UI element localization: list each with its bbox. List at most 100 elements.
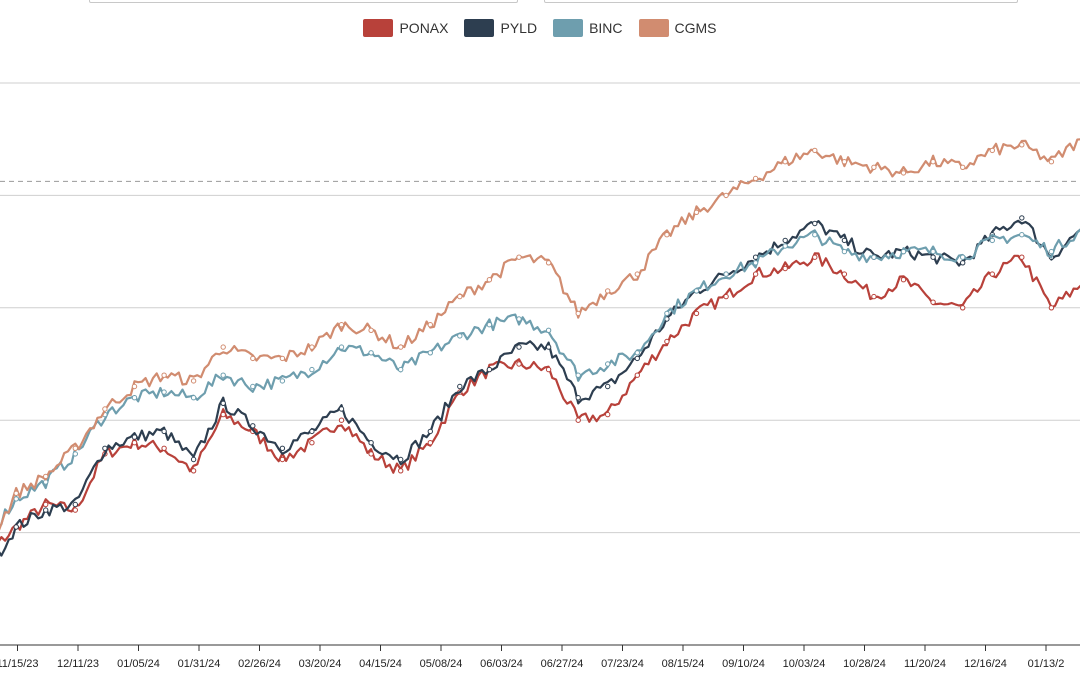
data-point-cgms xyxy=(752,175,759,182)
data-point-binc xyxy=(309,366,315,373)
x-tick-label: 10/28/24 xyxy=(843,658,886,670)
data-point-binc xyxy=(812,232,818,238)
x-tick-label: 06/27/24 xyxy=(541,658,584,670)
data-point-ponax xyxy=(368,451,374,457)
data-point-ponax xyxy=(900,277,907,283)
data-point-pyld xyxy=(605,383,611,390)
data-point-ponax xyxy=(427,440,433,446)
legend-swatch-pyld xyxy=(464,19,495,37)
data-point-binc xyxy=(131,395,138,401)
data-point-ponax xyxy=(605,411,611,418)
data-point-pyld xyxy=(545,344,552,350)
data-point-cgms xyxy=(190,378,197,384)
legend-item-ponax[interactable]: PONAX xyxy=(363,19,448,37)
data-point-ponax xyxy=(43,501,49,508)
data-point-pyld xyxy=(516,344,522,350)
data-point-binc xyxy=(13,496,19,502)
data-point-cgms xyxy=(161,372,167,378)
data-point-ponax xyxy=(338,417,345,423)
data-point-pyld xyxy=(782,237,788,244)
legend-swatch-ponax xyxy=(363,19,394,37)
data-point-ponax xyxy=(960,305,966,311)
data-point-cgms xyxy=(338,322,345,328)
data-point-cgms xyxy=(1048,159,1055,165)
data-point-cgms xyxy=(871,164,877,171)
data-point-pyld xyxy=(43,507,49,513)
data-point-ponax xyxy=(1048,305,1055,311)
legend-label-ponax: PONAX xyxy=(399,20,449,36)
data-point-pyld xyxy=(161,428,167,435)
data-point-ponax xyxy=(1019,254,1025,260)
data-point-cgms xyxy=(279,355,286,362)
data-point-cgms xyxy=(693,209,700,216)
data-point-ponax xyxy=(693,310,700,317)
x-tick-label: 05/08/24 xyxy=(420,658,463,670)
data-point-cgms xyxy=(1019,142,1025,148)
chart-legend: PONAX PYLD BINC CGMS xyxy=(0,19,1080,37)
data-point-cgms xyxy=(486,277,493,283)
data-point-pyld xyxy=(102,445,108,451)
data-point-cgms xyxy=(782,159,788,165)
data-point-pyld xyxy=(72,501,79,508)
data-point-ponax xyxy=(930,299,936,305)
data-point-cgms xyxy=(960,164,966,171)
data-point-cgms xyxy=(545,260,552,266)
data-point-cgms xyxy=(13,490,19,496)
data-point-pyld xyxy=(398,456,404,463)
legend-item-binc[interactable]: BINC xyxy=(553,19,623,37)
legend-label-binc: BINC xyxy=(589,20,623,36)
data-point-ponax xyxy=(664,338,670,345)
data-point-binc xyxy=(752,260,759,266)
data-point-pyld xyxy=(13,524,19,530)
data-point-cgms xyxy=(427,322,433,328)
data-point-ponax xyxy=(72,507,79,513)
data-point-cgms xyxy=(398,344,404,350)
data-point-ponax xyxy=(989,271,995,277)
data-point-ponax xyxy=(190,468,197,474)
x-tick-label: 11/20/24 xyxy=(904,658,946,670)
data-point-ponax xyxy=(752,271,759,277)
x-tick-label: 04/15/24 xyxy=(359,658,402,670)
data-point-pyld xyxy=(427,428,433,435)
data-point-pyld xyxy=(368,440,374,446)
data-point-pyld xyxy=(220,400,226,406)
data-point-cgms xyxy=(457,293,463,300)
data-point-cgms xyxy=(930,159,936,165)
data-point-cgms xyxy=(634,271,640,277)
data-point-cgms xyxy=(131,383,138,390)
x-tick-label: 01/31/24 xyxy=(178,658,221,670)
data-point-pyld xyxy=(309,428,315,435)
date-range-control-left[interactable] xyxy=(89,0,518,3)
data-point-binc xyxy=(693,288,700,294)
data-point-ponax xyxy=(516,361,522,367)
series-line-binc xyxy=(0,228,1080,527)
legend-item-pyld[interactable]: PYLD xyxy=(464,19,537,37)
data-point-pyld xyxy=(841,237,848,244)
data-point-pyld xyxy=(1019,215,1025,221)
series-line-cgms xyxy=(0,138,1080,531)
data-point-cgms xyxy=(368,327,374,333)
data-point-binc xyxy=(398,366,404,373)
x-tick-label: 10/03/24 xyxy=(783,658,826,670)
data-point-binc xyxy=(605,361,611,367)
data-point-ponax xyxy=(398,468,404,474)
data-point-binc xyxy=(782,243,788,249)
data-point-pyld xyxy=(338,406,345,412)
data-point-binc xyxy=(545,327,552,333)
data-point-cgms xyxy=(102,406,108,412)
data-point-pyld xyxy=(575,395,581,401)
data-point-cgms xyxy=(989,147,995,154)
data-point-ponax xyxy=(161,445,167,451)
data-point-binc xyxy=(457,333,463,339)
data-point-pyld xyxy=(190,456,197,463)
data-point-cgms xyxy=(664,232,670,238)
series-line-pyld xyxy=(0,219,1080,557)
x-tick-label: 07/23/24 xyxy=(601,658,644,670)
data-point-pyld xyxy=(457,383,463,390)
data-point-ponax xyxy=(871,293,877,300)
date-range-control-right[interactable] xyxy=(544,0,1018,3)
data-point-cgms xyxy=(250,355,256,362)
legend-item-cgms[interactable]: CGMS xyxy=(638,19,717,37)
series-line-ponax xyxy=(0,252,1080,542)
